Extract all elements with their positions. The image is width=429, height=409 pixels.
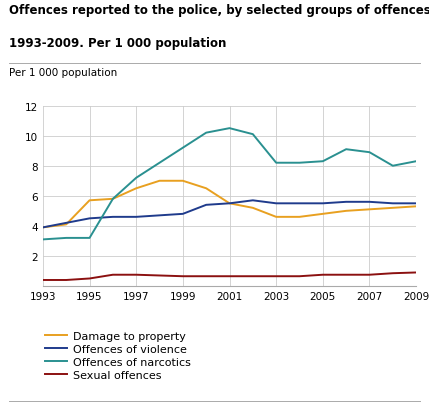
Offences of violence: [110, 215, 115, 220]
Offences of narcotics: [367, 151, 372, 155]
Offences of narcotics: [134, 176, 139, 181]
Sexual offences: [180, 274, 185, 279]
Offences of narcotics: [390, 164, 396, 169]
Text: 1993-2009. Per 1 000 population: 1993-2009. Per 1 000 population: [9, 37, 226, 50]
Damage to property: [157, 179, 162, 184]
Offences of violence: [180, 212, 185, 217]
Line: Offences of violence: Offences of violence: [43, 201, 416, 228]
Damage to property: [134, 187, 139, 191]
Offences of narcotics: [63, 236, 69, 241]
Offences of narcotics: [250, 133, 255, 137]
Text: Offences reported to the police, by selected groups of offences.: Offences reported to the police, by sele…: [9, 4, 429, 17]
Offences of narcotics: [227, 126, 232, 131]
Text: Per 1 000 population: Per 1 000 population: [9, 67, 117, 77]
Offences of violence: [204, 203, 209, 208]
Offences of violence: [250, 198, 255, 203]
Sexual offences: [274, 274, 279, 279]
Offences of narcotics: [204, 131, 209, 136]
Offences of violence: [227, 201, 232, 206]
Offences of violence: [390, 201, 396, 206]
Sexual offences: [297, 274, 302, 279]
Offences of narcotics: [414, 160, 419, 164]
Offences of violence: [63, 221, 69, 226]
Sexual offences: [87, 276, 92, 281]
Offences of violence: [414, 201, 419, 206]
Offences of narcotics: [40, 237, 45, 242]
Sexual offences: [110, 272, 115, 277]
Sexual offences: [344, 272, 349, 277]
Offences of narcotics: [344, 147, 349, 152]
Sexual offences: [157, 273, 162, 278]
Offences of violence: [320, 201, 326, 206]
Damage to property: [204, 187, 209, 191]
Offences of narcotics: [110, 197, 115, 202]
Offences of violence: [157, 213, 162, 218]
Offences of violence: [344, 200, 349, 205]
Legend: Damage to property, Offences of violence, Offences of narcotics, Sexual offences: Damage to property, Offences of violence…: [45, 331, 190, 380]
Offences of narcotics: [274, 161, 279, 166]
Damage to property: [250, 206, 255, 211]
Damage to property: [297, 215, 302, 220]
Offences of narcotics: [87, 236, 92, 241]
Offences of narcotics: [180, 146, 185, 151]
Damage to property: [367, 207, 372, 212]
Damage to property: [274, 215, 279, 220]
Sexual offences: [250, 274, 255, 279]
Offences of violence: [274, 201, 279, 206]
Offences of violence: [40, 225, 45, 230]
Damage to property: [414, 204, 419, 209]
Offences of narcotics: [297, 161, 302, 166]
Damage to property: [344, 209, 349, 214]
Sexual offences: [204, 274, 209, 279]
Offences of violence: [367, 200, 372, 205]
Damage to property: [390, 206, 396, 211]
Line: Sexual offences: Sexual offences: [43, 273, 416, 280]
Damage to property: [180, 179, 185, 184]
Damage to property: [320, 212, 326, 217]
Line: Damage to property: Damage to property: [43, 181, 416, 228]
Damage to property: [227, 201, 232, 206]
Offences of violence: [297, 201, 302, 206]
Offences of narcotics: [320, 160, 326, 164]
Sexual offences: [40, 278, 45, 283]
Sexual offences: [390, 271, 396, 276]
Sexual offences: [320, 272, 326, 277]
Sexual offences: [227, 274, 232, 279]
Sexual offences: [63, 278, 69, 283]
Offences of violence: [87, 216, 92, 221]
Sexual offences: [414, 270, 419, 275]
Damage to property: [87, 198, 92, 203]
Sexual offences: [134, 272, 139, 277]
Damage to property: [40, 225, 45, 230]
Sexual offences: [367, 272, 372, 277]
Line: Offences of narcotics: Offences of narcotics: [43, 129, 416, 240]
Offences of narcotics: [157, 161, 162, 166]
Damage to property: [63, 222, 69, 227]
Offences of violence: [134, 215, 139, 220]
Damage to property: [110, 197, 115, 202]
